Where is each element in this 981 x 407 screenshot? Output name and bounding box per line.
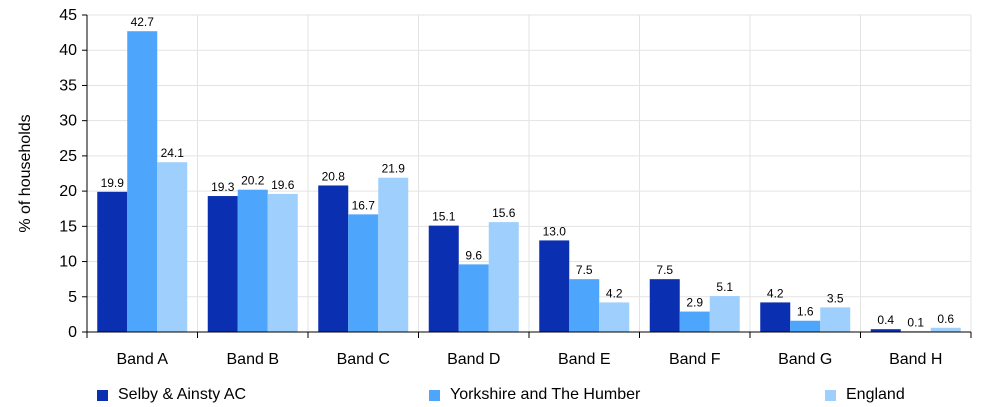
bar-chart: 0 5 10 15 20 25 30 35 40 45 Band A Band B Band C Band… [17, 7, 972, 368]
x-category-label: Band F [669, 351, 721, 368]
bar [378, 177, 409, 332]
bar [820, 307, 851, 332]
bar-value-label: 15.6 [492, 206, 516, 220]
bar-value-label: 21.9 [382, 162, 406, 176]
bar [97, 191, 128, 332]
bar-value-label: 13.0 [543, 224, 567, 238]
bar-value-label: 1.6 [797, 305, 814, 319]
data-labels: 19.9 42.7 24.1 19.3 20.2 19.6 20.8 16.7 21.9 15.1… [101, 15, 955, 329]
legend-swatch [97, 389, 108, 401]
axes: 0 5 10 15 20 25 30 35 40 45 Band A Band B Band C Band… [59, 7, 972, 368]
bar [569, 279, 600, 332]
bar-value-label: 4.2 [767, 286, 784, 300]
legend-label: Yorkshire and The Humber [450, 386, 641, 403]
bar-value-label: 19.3 [211, 180, 235, 194]
bar-value-label: 7.5 [656, 263, 673, 277]
bar [348, 214, 379, 332]
x-category-label: Band A [116, 351, 168, 368]
bar-value-label: 9.6 [465, 248, 482, 262]
bar [237, 189, 268, 332]
bar-value-label: 0.6 [937, 312, 954, 326]
bar [267, 193, 298, 332]
x-category-label: Band H [889, 351, 942, 368]
bar [539, 240, 570, 332]
legend-item: Yorkshire and The Humber [429, 386, 640, 404]
bar [649, 279, 680, 332]
bar [458, 264, 489, 332]
legend-label: Selby & Ainsty AC [118, 386, 247, 403]
bar-value-label: 19.9 [101, 176, 125, 190]
bar-value-label: 16.7 [352, 198, 376, 212]
bar [157, 162, 188, 332]
bar [679, 311, 710, 332]
bar-value-label: 15.1 [432, 210, 456, 224]
bar [488, 222, 519, 332]
bar [790, 320, 821, 332]
legend-swatch [825, 389, 836, 401]
x-category-label: Band G [778, 351, 832, 368]
bar [207, 196, 238, 332]
bar [709, 296, 740, 332]
y-axis-title: % of households [17, 114, 34, 232]
x-category-label: Band C [337, 351, 390, 368]
y-tick-label: 30 [59, 113, 77, 130]
bars [97, 31, 961, 333]
y-tick-label: 0 [68, 324, 77, 341]
y-tick-label: 45 [59, 7, 77, 24]
bar [428, 225, 459, 332]
bar-value-label: 3.5 [827, 291, 844, 305]
y-tick-label: 5 [68, 289, 77, 306]
bar [127, 31, 158, 333]
bar [599, 302, 630, 332]
y-tick-label: 40 [59, 42, 77, 59]
bar-value-label: 5.1 [716, 280, 733, 294]
x-category-label: Band D [447, 351, 500, 368]
y-tick-label: 35 [59, 77, 77, 94]
bar [870, 329, 901, 332]
bar-value-label: 20.2 [241, 174, 265, 188]
y-tick-label: 10 [59, 254, 77, 271]
bar-value-label: 7.5 [576, 263, 593, 277]
bar-value-label: 4.2 [606, 286, 623, 300]
x-category-label: Band E [558, 351, 610, 368]
y-tick-label: 15 [59, 218, 77, 235]
bar-value-label: 24.1 [161, 146, 185, 160]
legend-swatch [429, 389, 440, 401]
bar-value-label: 0.4 [877, 313, 894, 327]
legend-item: Selby & Ainsty AC [97, 386, 246, 404]
bar-value-label: 2.9 [686, 296, 703, 310]
bar-value-label: 42.7 [131, 15, 155, 29]
legend-item: England [825, 386, 905, 404]
y-tick-label: 25 [59, 148, 77, 165]
legend: Selby & Ainsty AC Yorkshire and The Humbe… [0, 386, 981, 407]
x-category-label: Band B [227, 351, 279, 368]
bar [930, 327, 961, 332]
legend-label: England [846, 386, 905, 403]
bar [760, 302, 791, 332]
bar-value-label: 19.6 [271, 178, 295, 192]
bar-value-label: 0.1 [907, 315, 924, 329]
bar [318, 185, 349, 332]
bar-value-label: 20.8 [322, 169, 346, 183]
y-tick-label: 20 [59, 183, 77, 200]
